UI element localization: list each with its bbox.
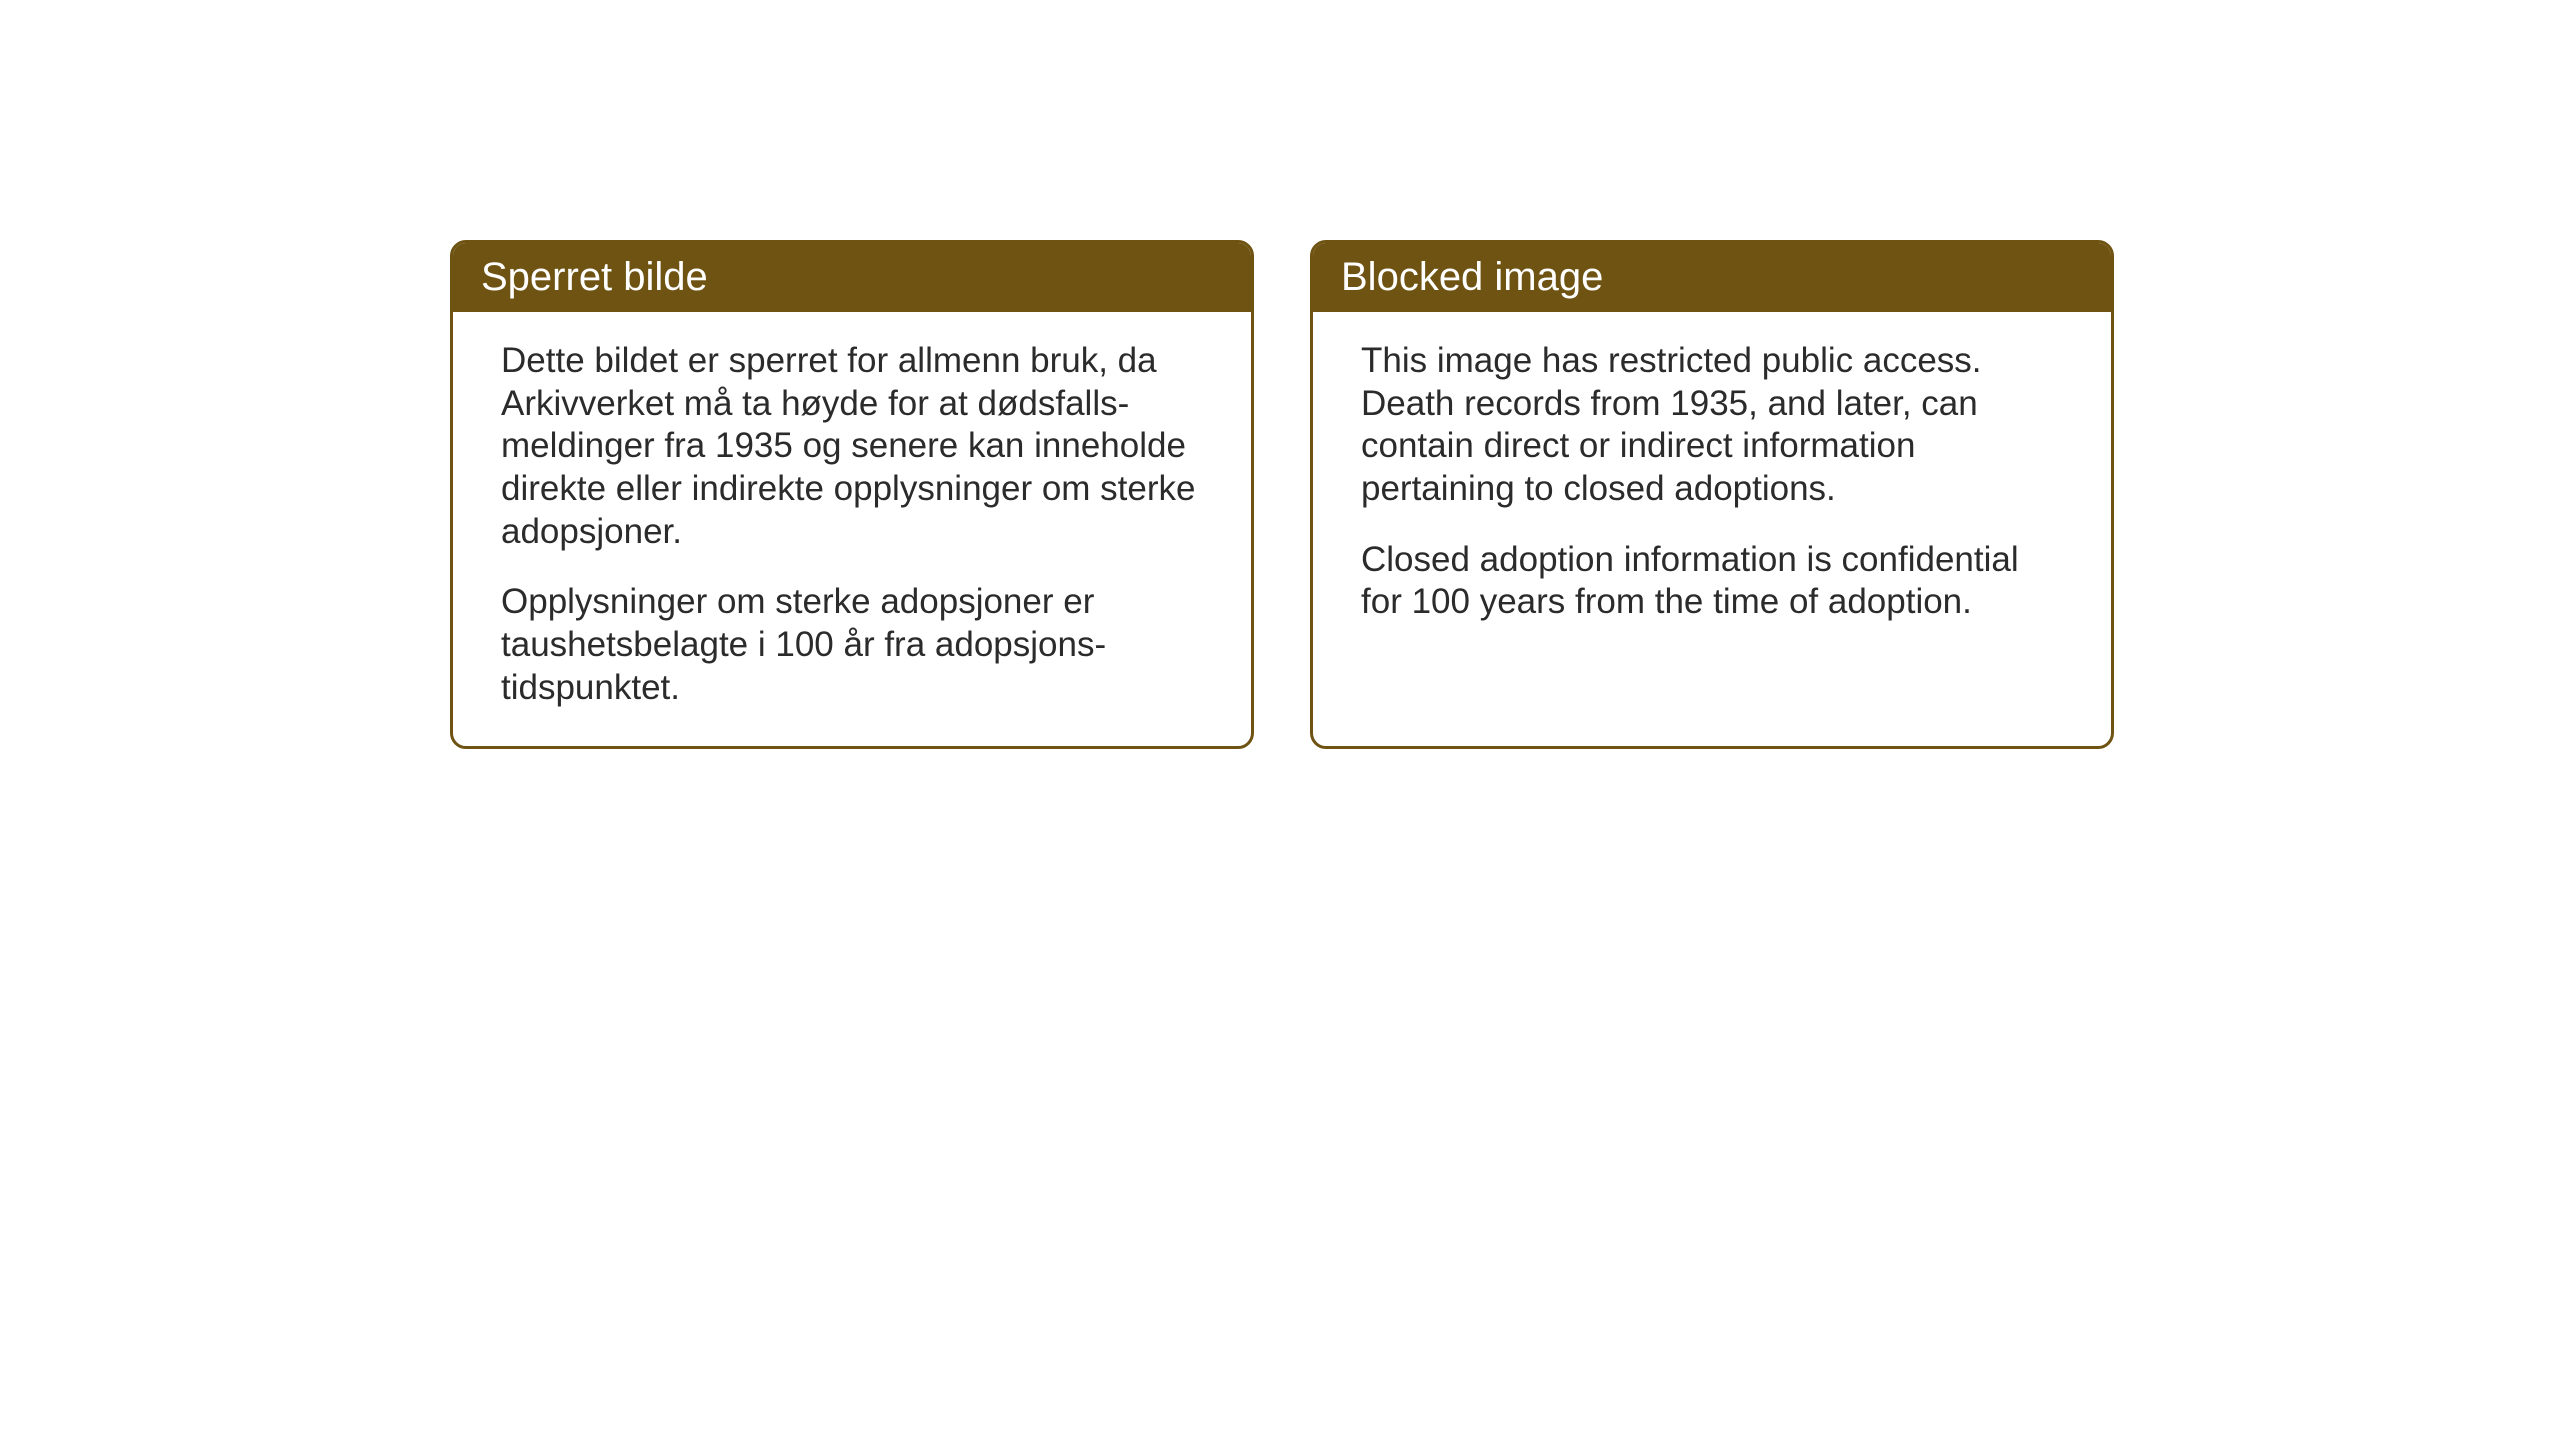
card-paragraph-2-norwegian: Opplysninger om sterke adopsjoner er tau… xyxy=(501,581,1203,709)
card-norwegian: Sperret bilde Dette bildet er sperret fo… xyxy=(450,240,1254,749)
cards-container: Sperret bilde Dette bildet er sperret fo… xyxy=(450,240,2114,749)
card-paragraph-1-english: This image has restricted public access.… xyxy=(1361,340,2063,511)
card-paragraph-1-norwegian: Dette bildet er sperret for allmenn bruk… xyxy=(501,340,1203,553)
card-header-english: Blocked image xyxy=(1313,243,2111,312)
card-paragraph-2-english: Closed adoption information is confident… xyxy=(1361,539,2063,624)
card-title-english: Blocked image xyxy=(1341,255,1603,299)
card-header-norwegian: Sperret bilde xyxy=(453,243,1251,312)
card-english: Blocked image This image has restricted … xyxy=(1310,240,2114,749)
card-body-english: This image has restricted public access.… xyxy=(1313,312,2111,660)
card-body-norwegian: Dette bildet er sperret for allmenn bruk… xyxy=(453,312,1251,746)
card-title-norwegian: Sperret bilde xyxy=(481,255,708,299)
